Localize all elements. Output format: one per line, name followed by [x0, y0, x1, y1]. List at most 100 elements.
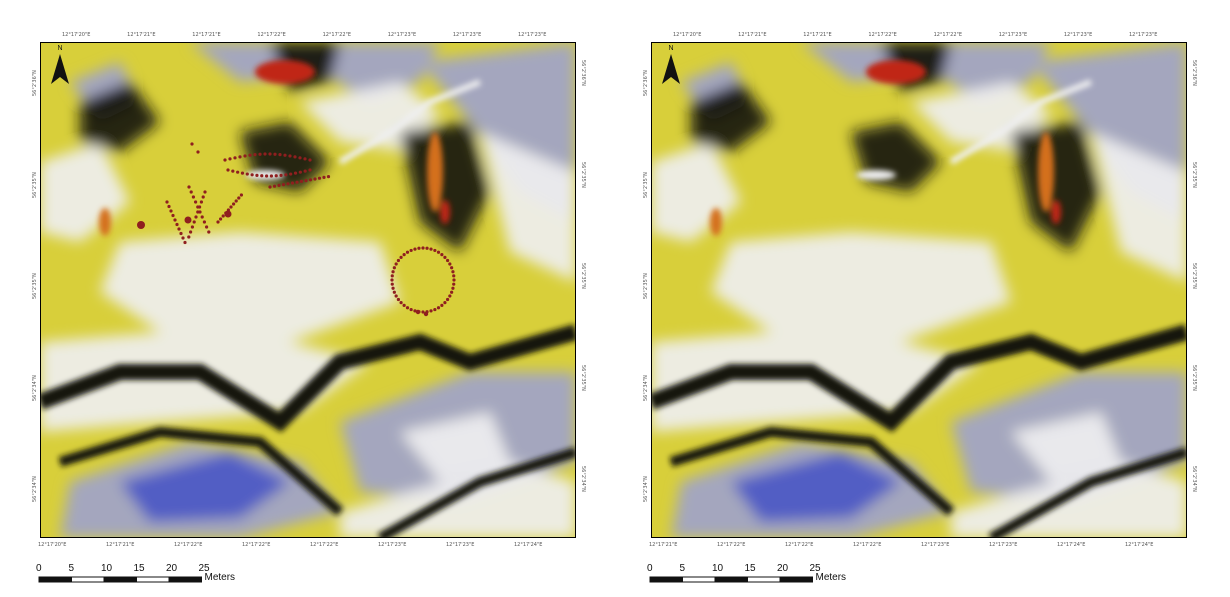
scale-bar-tick: 15	[744, 563, 756, 574]
north-arrow-label: N	[57, 45, 62, 52]
survey-point	[308, 158, 312, 162]
survey-point	[421, 246, 425, 250]
survey-point	[189, 230, 193, 234]
hotspot	[1038, 132, 1054, 212]
longitude-tick-top: 12°17'22"E	[322, 32, 351, 38]
terrain-patch	[1011, 412, 1121, 482]
survey-point	[181, 236, 185, 240]
survey-point	[268, 185, 272, 189]
survey-point	[298, 170, 302, 174]
scale-bar-unit: Meters	[204, 572, 236, 583]
survey-point	[392, 290, 396, 294]
scale-bar-segment	[779, 576, 813, 583]
survey-point	[277, 183, 281, 187]
survey-point	[409, 248, 413, 253]
scale-bar-tick: 20	[166, 563, 178, 574]
survey-point	[423, 311, 429, 317]
survey-point	[295, 180, 299, 184]
longitude-tick-top: 12°17'21"E	[192, 32, 221, 38]
survey-point	[194, 215, 198, 219]
scale-bar	[649, 576, 813, 583]
survey-point	[298, 156, 302, 160]
survey-point	[399, 255, 403, 259]
survey-point	[191, 195, 195, 199]
longitude-tick-top: 12°17'23"E	[518, 32, 547, 38]
survey-point	[409, 307, 413, 312]
survey-point	[184, 216, 192, 224]
longitude-tick-top: 12°17'21"E	[127, 32, 156, 38]
terrain-patch	[400, 412, 510, 482]
survey-point	[445, 258, 450, 263]
survey-point	[405, 250, 410, 254]
terrain-patch	[400, 122, 490, 252]
survey-point	[394, 262, 398, 266]
north-arrow-label: N	[668, 45, 673, 52]
survey-point	[448, 262, 452, 266]
scale-bar	[38, 576, 202, 583]
survey-point	[234, 199, 238, 203]
survey-point	[417, 246, 421, 250]
survey-point	[391, 270, 395, 274]
scale-bar-tick: 20	[777, 563, 789, 574]
survey-point	[203, 190, 207, 194]
bright-spot	[245, 170, 285, 180]
survey-point	[415, 309, 421, 315]
survey-point	[269, 174, 274, 178]
longitude-tick-top: 12°17'20"E	[62, 32, 91, 38]
longitude-tick-bottom: 12°17'23"E	[378, 542, 407, 548]
scale-bar-unit: Meters	[815, 572, 847, 583]
survey-point	[190, 142, 194, 146]
survey-point	[232, 202, 236, 206]
survey-point	[264, 174, 269, 178]
survey-point	[452, 282, 456, 286]
survey-point	[304, 179, 308, 183]
survey-point	[196, 150, 200, 154]
survey-point	[436, 306, 441, 310]
survey-point	[199, 200, 203, 204]
survey-point	[228, 157, 232, 161]
survey-point	[216, 220, 220, 224]
hotspot	[710, 208, 722, 236]
survey-point	[293, 155, 297, 159]
latitude-tick-left: 56°2'35"N	[643, 273, 649, 299]
survey-point	[263, 152, 267, 156]
ridge-shadow	[988, 447, 1187, 538]
survey-point	[229, 205, 233, 209]
survey-point	[171, 213, 175, 218]
survey-point	[187, 235, 191, 239]
survey-point	[313, 177, 317, 181]
survey-point	[288, 154, 292, 158]
survey-point	[205, 225, 209, 229]
survey-point	[173, 218, 177, 222]
survey-point	[255, 173, 259, 177]
longitude-tick-top: 12°17'23"E	[998, 32, 1028, 38]
survey-point	[451, 270, 455, 274]
survey-point	[189, 190, 193, 194]
survey-point	[169, 209, 173, 213]
terrain-patch	[1091, 132, 1187, 282]
survey-point	[272, 184, 277, 188]
survey-point	[413, 309, 417, 313]
longitude-tick-bottom: 12°17'24"E	[1125, 542, 1154, 548]
terrain-patch	[731, 452, 901, 522]
north-arrow-icon: N	[51, 45, 69, 84]
survey-point	[192, 220, 196, 224]
survey-point	[219, 217, 223, 221]
survey-point	[273, 152, 277, 156]
survey-point	[308, 168, 312, 172]
scale-bar-segment	[649, 576, 683, 583]
survey-point	[445, 297, 450, 302]
survey-point	[258, 152, 262, 156]
scale-bar-tick: 10	[101, 563, 113, 574]
survey-point	[183, 240, 187, 245]
survey-point	[283, 153, 287, 157]
survey-point	[202, 220, 206, 224]
survey-point	[207, 230, 211, 234]
survey-point	[394, 294, 398, 298]
survey-point	[236, 170, 240, 174]
hotspot	[866, 60, 926, 84]
scale-bar-segment	[747, 576, 781, 583]
survey-point	[390, 278, 394, 282]
